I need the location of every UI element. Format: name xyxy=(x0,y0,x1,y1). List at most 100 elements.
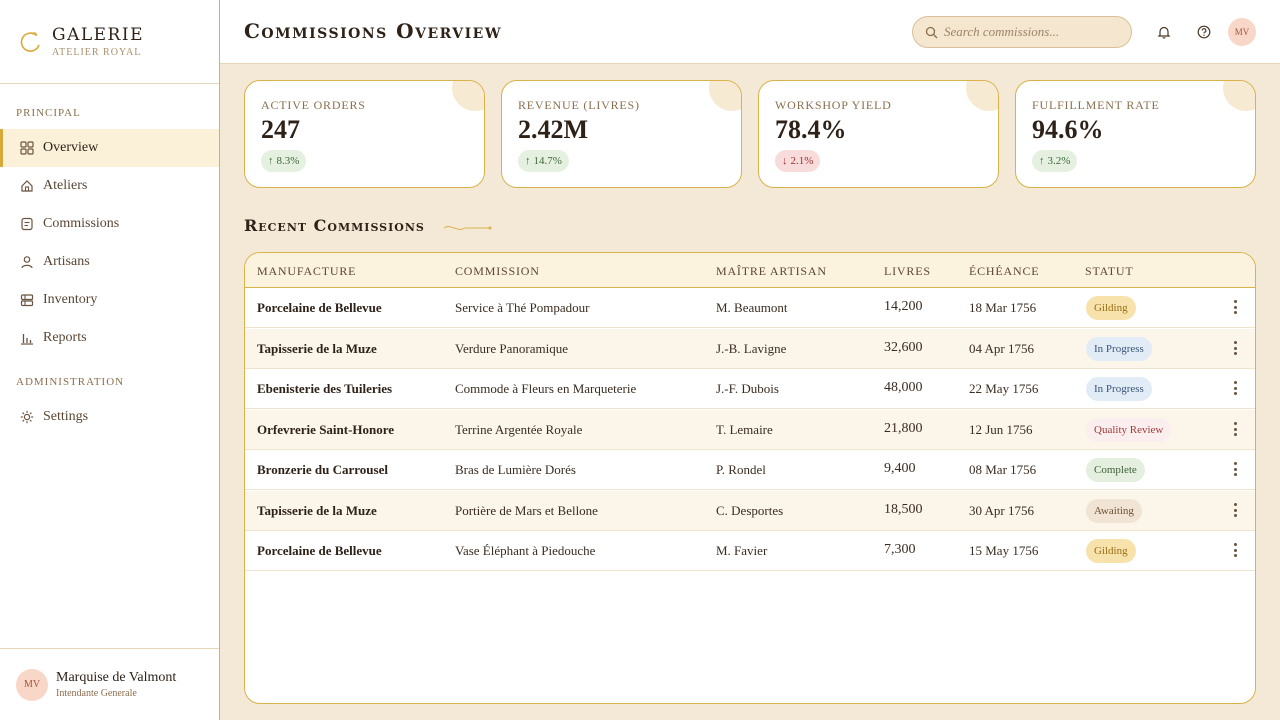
cell-due-date: 30 Apr 1756 xyxy=(969,503,1034,518)
stat-label: Workshop Yield xyxy=(775,98,892,112)
search-box[interactable] xyxy=(912,16,1132,48)
table-row[interactable]: Tapisserie de la Muze Portière de Mars et… xyxy=(245,491,1255,531)
sidebar-item-label: Inventory xyxy=(43,292,98,307)
search-input[interactable] xyxy=(944,24,1114,40)
table-header: Manufacture Commission Maître Artisan Li… xyxy=(245,253,1255,288)
stat-card-active-orders: Active Orders 247 ↑ 8.3% xyxy=(244,80,485,188)
more-options-icon[interactable] xyxy=(1230,379,1240,397)
bar-chart-icon xyxy=(20,331,34,345)
flourish-ornament xyxy=(443,226,492,230)
cell-livres: 18,500 xyxy=(884,502,923,517)
column-header-status[interactable]: Statut xyxy=(1085,264,1134,278)
sidebar-item-label: Settings xyxy=(43,409,89,424)
table-row[interactable]: Bronzerie du Carrousel Bras de Lumière Do… xyxy=(245,450,1255,490)
column-header-commission[interactable]: Commission xyxy=(455,264,540,278)
table-row[interactable]: Porcelaine de Bellevue Vase Éléphant à Pi… xyxy=(245,531,1255,571)
cell-commission: Verdure Panoramique xyxy=(455,341,568,356)
profile-name: Marquise de Valmont xyxy=(56,670,177,685)
sidebar-item-label: Ateliers xyxy=(43,178,88,193)
nav-section-principal: Principal xyxy=(16,107,81,119)
cell-artisan: J.-F. Dubois xyxy=(716,381,779,396)
cell-artisan: C. Desportes xyxy=(716,503,784,518)
more-options-icon[interactable] xyxy=(1230,420,1240,438)
column-header-artisan[interactable]: Maître Artisan xyxy=(716,264,827,278)
top-header: Commissions Overview MV xyxy=(220,0,1280,64)
inventory-icon xyxy=(20,293,34,307)
sidebar-item-label: Overview xyxy=(43,140,99,155)
stat-card-fulfillment-rate: Fulfillment Rate 94.6% ↑ 3.2% xyxy=(1015,80,1256,188)
stat-delta: ↑ 3.2% xyxy=(1032,150,1078,172)
more-options-icon[interactable] xyxy=(1230,501,1240,519)
cell-manufacture: Porcelaine de Bellevue xyxy=(257,300,382,315)
cell-due-date: 15 May 1756 xyxy=(969,543,1039,558)
sidebar-item-artisans[interactable]: Artisans xyxy=(0,243,219,281)
cell-manufacture: Tapisserie de la Muze xyxy=(257,341,377,356)
cell-commission: Portière de Mars et Bellone xyxy=(455,503,598,518)
sidebar-item-reports[interactable]: Reports xyxy=(0,319,219,357)
cell-livres: 14,200 xyxy=(884,299,923,314)
grid-icon xyxy=(20,141,34,155)
header-avatar[interactable]: MV xyxy=(1228,18,1256,46)
home-icon xyxy=(20,179,34,193)
table-row[interactable]: Orfevrerie Saint-Honore Terrine Argentée … xyxy=(245,410,1255,450)
document-icon xyxy=(20,217,34,231)
sidebar-item-label: Commissions xyxy=(43,216,120,231)
cell-commission: Terrine Argentée Royale xyxy=(455,422,583,437)
stat-delta-value: 14.7% xyxy=(533,155,562,167)
sidebar-item-inventory[interactable]: Inventory xyxy=(0,281,219,319)
column-header-manufacture[interactable]: Manufacture xyxy=(257,264,357,278)
card-decoration xyxy=(709,81,741,111)
table-row[interactable]: Porcelaine de Bellevue Service à Thé Pomp… xyxy=(245,288,1255,328)
sidebar-item-ateliers[interactable]: Ateliers xyxy=(0,167,219,205)
section-title: Recent Commissions xyxy=(244,216,425,235)
column-header-due-date[interactable]: Échéance xyxy=(969,264,1040,278)
stat-delta: ↑ 14.7% xyxy=(518,150,569,172)
sidebar-item-overview[interactable]: Overview xyxy=(0,129,219,167)
cell-artisan: P. Rondel xyxy=(716,462,766,477)
logo-icon xyxy=(20,31,40,52)
card-decoration xyxy=(966,81,998,111)
cell-commission: Service à Thé Pompadour xyxy=(455,300,590,315)
table-row[interactable]: Ebenisterie des Tuileries Commode à Fleur… xyxy=(245,369,1255,409)
cell-artisan: M. Favier xyxy=(716,543,768,558)
cell-manufacture: Tapisserie de la Muze xyxy=(257,503,377,518)
nav-section-admin: Administration xyxy=(16,376,125,388)
cell-livres: 7,300 xyxy=(884,542,916,557)
cell-due-date: 18 Mar 1756 xyxy=(969,300,1037,315)
stat-value: 78.4% xyxy=(775,115,847,144)
column-header-livres[interactable]: Livres xyxy=(884,264,931,278)
brand-subtitle: Atelier Royal xyxy=(52,47,142,58)
stat-card-workshop-yield: Workshop Yield 78.4% ↓ 2.1% xyxy=(758,80,999,188)
stat-label: Revenue (Livres) xyxy=(518,98,640,112)
sidebar-item-commissions[interactable]: Commissions xyxy=(0,205,219,243)
cell-manufacture: Bronzerie du Carrousel xyxy=(257,462,388,477)
status-badge: In Progress xyxy=(1086,337,1152,361)
status-badge: Gilding xyxy=(1086,539,1136,563)
arrow-down-icon: ↓ xyxy=(782,155,788,167)
user-profile[interactable]: MV Marquise de Valmont Intendante Genera… xyxy=(0,648,219,720)
more-options-icon[interactable] xyxy=(1230,339,1240,357)
table-row[interactable]: Tapisserie de la Muze Verdure Panoramique… xyxy=(245,329,1255,369)
status-badge: Awaiting xyxy=(1086,499,1142,523)
status-badge: Gilding xyxy=(1086,296,1136,320)
status-badge: Quality Review xyxy=(1086,418,1172,442)
search-icon xyxy=(925,26,938,38)
cell-commission: Vase Éléphant à Piedouche xyxy=(455,543,596,558)
stat-delta-value: 2.1% xyxy=(790,155,814,167)
avatar: MV xyxy=(16,668,48,701)
brand-title: Galerie xyxy=(52,25,144,45)
stat-delta: ↑ 8.3% xyxy=(261,150,307,172)
stat-delta: ↓ 2.1% xyxy=(775,150,821,172)
stat-delta-value: 8.3% xyxy=(276,155,300,167)
more-options-icon[interactable] xyxy=(1230,460,1240,478)
sidebar: Galerie Atelier Royal Principal Overview… xyxy=(0,0,220,720)
more-options-icon[interactable] xyxy=(1230,541,1240,559)
stat-value: 247 xyxy=(261,115,300,144)
help-icon[interactable] xyxy=(1194,22,1214,42)
cell-livres: 48,000 xyxy=(884,380,923,395)
more-options-icon[interactable] xyxy=(1230,298,1240,316)
bell-icon[interactable] xyxy=(1154,22,1174,42)
sidebar-item-settings[interactable]: Settings xyxy=(0,398,219,436)
stat-card-revenue: Revenue (Livres) 2.42M ↑ 14.7% xyxy=(501,80,742,188)
cell-livres: 32,600 xyxy=(884,340,923,355)
